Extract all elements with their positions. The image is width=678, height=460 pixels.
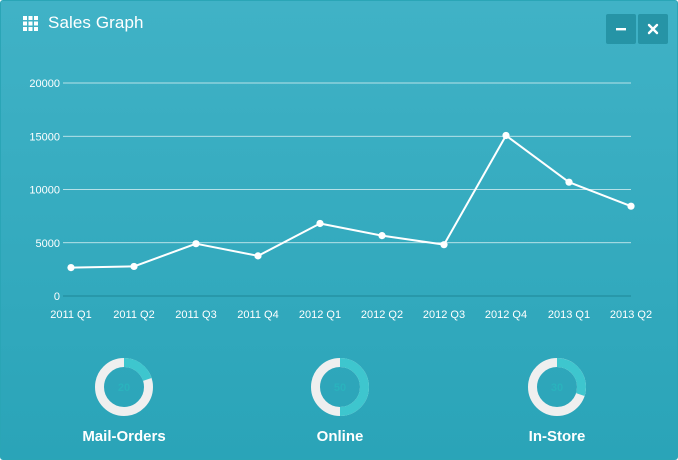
data-point[interactable] (192, 240, 200, 248)
box-title: Sales Graph (48, 13, 144, 32)
data-point[interactable] (67, 264, 75, 272)
box-header: Sales Graph (1, 1, 677, 45)
series-line-sales (70, 134, 632, 269)
knob-value: 50 (334, 382, 346, 394)
y-tick-label: 15000 (29, 131, 60, 143)
x-tick-label: 2011 Q3 (175, 309, 216, 321)
knob-value: 30 (551, 382, 563, 394)
x-tick-label: 2012 Q4 (485, 309, 527, 321)
knob-dial: 30 (528, 358, 586, 416)
sales-line-chart: 20000 15000 10000 5000 0 2011 Q1 2011 Q2 2011 Q… (29, 78, 652, 321)
close-button[interactable] (638, 14, 668, 44)
knob-label-mail-orders: Mail-Orders (82, 428, 166, 445)
data-point[interactable] (627, 202, 635, 210)
knob-online[interactable]: 50 (310, 357, 370, 417)
knob-label-in-store: In-Store (528, 428, 586, 445)
x-tick-label: 2011 Q2 (113, 309, 154, 321)
data-point[interactable] (565, 178, 573, 186)
x-tick-label: 2011 Q4 (237, 309, 278, 321)
data-point[interactable] (316, 219, 324, 228)
x-tick-label: 2013 Q2 (610, 309, 652, 321)
data-point[interactable] (440, 241, 448, 249)
knob-value: 20 (118, 382, 130, 394)
y-tick-label: 10000 (29, 185, 60, 197)
minimize-button[interactable] (606, 14, 636, 44)
x-tick-label: 2012 Q3 (423, 309, 465, 321)
data-point[interactable] (502, 131, 510, 140)
x-tick-label: 2012 Q1 (299, 309, 341, 321)
minus-icon (616, 28, 626, 31)
x-tick-label: 2012 Q2 (361, 309, 403, 321)
data-point[interactable] (378, 232, 386, 240)
knob-value-arc (123, 358, 152, 382)
y-tick-label: 0 (54, 291, 60, 303)
y-tick-label: 20000 (29, 78, 60, 90)
x-tick-label: 2013 Q1 (548, 309, 590, 321)
y-tick-label: 5000 (36, 238, 60, 250)
knob-dial: 50 (311, 358, 369, 416)
knob-dial: 20 (95, 358, 153, 416)
knob-value-arc (556, 358, 586, 396)
grid-icon (23, 16, 38, 31)
data-point[interactable] (254, 252, 262, 260)
knob-value-arc (339, 358, 369, 416)
x-tick-label: 2011 Q1 (50, 309, 91, 321)
knob-in-store[interactable]: 30 (527, 357, 587, 417)
close-icon (647, 23, 659, 35)
knob-label-online: Online (316, 428, 364, 445)
data-point[interactable] (130, 262, 138, 271)
knob-mail-orders[interactable]: 20 (94, 357, 154, 417)
